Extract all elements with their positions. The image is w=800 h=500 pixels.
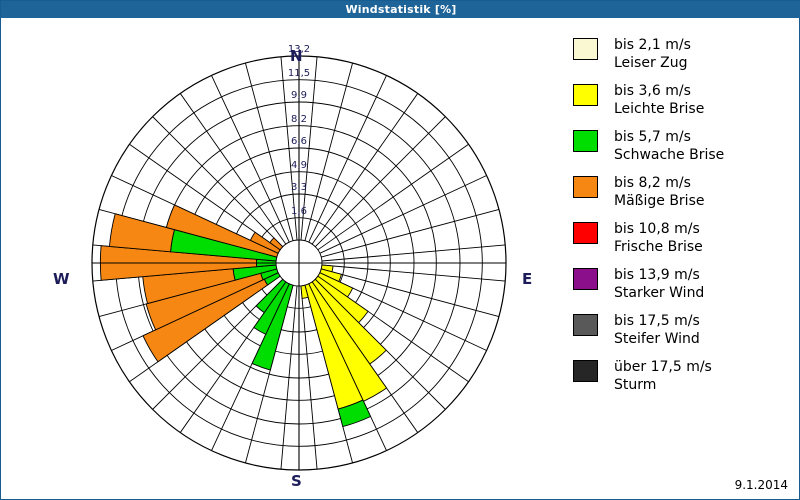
grid-spoke [321,208,500,258]
wind-petal-segment [249,231,281,254]
legend-color-swatch [573,222,598,244]
legend-item[interactable]: bis 2,1 m/s Leiser Zug [573,36,798,74]
grid-spoke [300,285,318,470]
legend-beaufort-name: Leiser Zug [614,55,688,71]
grid-spoke [308,75,387,243]
grid-spoke [280,285,298,470]
grid-spoke [321,264,506,282]
window-content: N S E W 1,6 3,3 4,9 6,6 8,2 9,9 11,5 13,2 bis 2… [3,20,798,498]
legend-item[interactable]: bis 10,8 m/s Frische Brise [573,220,798,258]
grid-spoke [321,268,500,318]
grid-spoke [314,116,446,248]
grid-spoke [211,75,290,243]
polar-grid-overlay [92,56,506,470]
legend-beaufort-name: Leichte Brise [614,101,705,117]
radial-tick-label: 4,9 [291,159,307,171]
window-title: Windstatistik [%] [345,3,457,16]
legend-speed-range: bis 13,9 m/s [614,267,700,283]
legend-item[interactable]: bis 13,9 m/s Starker Wind [573,266,798,304]
legend-label: bis 3,6 m/s Leichte Brise [614,82,704,118]
grid-spoke [317,143,469,251]
legend-color-swatch [573,38,598,60]
grid-spoke [152,116,284,248]
compass-label-west: W [53,270,70,288]
legend-beaufort-name: Sturm [614,377,657,393]
wind-petal-segment [255,278,287,314]
radial-tick-label: 8,2 [291,113,307,125]
grid-spoke [179,93,287,245]
grid-spoke [321,244,506,262]
legend-speed-range: über 17,5 m/s [614,359,712,375]
legend-item[interactable]: bis 17,5 m/s Steifer Wind [573,312,798,350]
legend-item[interactable]: bis 5,7 m/s Schwache Brise [573,128,798,166]
wind-petal-segment [145,272,264,331]
legend-label: bis 8,2 m/s Mäßige Brise [614,174,704,210]
grid-spoke [300,56,318,241]
compass-label-south: S [291,472,302,490]
radial-tick-label: 11,5 [287,67,311,79]
legend-color-swatch [573,360,598,382]
grid-spoke [244,62,294,241]
compass-label-north: N [290,47,303,65]
footer-date: 9.1.2014 [734,478,788,492]
legend-color-swatch [573,84,598,106]
legend-speed-range: bis 3,6 m/s [614,83,691,99]
radial-tick-label: 1,6 [291,205,307,217]
legend-color-swatch [573,268,598,290]
legend-speed-range: bis 17,5 m/s [614,313,700,329]
legend-speed-range: bis 5,7 m/s [614,129,691,145]
grid-spoke [319,175,487,254]
radial-tick-label: 9,9 [291,90,307,101]
legend-label: bis 13,9 m/s Starker Wind [614,266,704,302]
wind-petal-segment [300,284,309,299]
legend-speed-range: bis 10,8 m/s [614,221,700,237]
legend-color-swatch [573,176,598,198]
legend-beaufort-name: Frische Brise [614,239,703,255]
compass-label-east: E [522,270,533,288]
legend-color-swatch [573,314,598,336]
legend: bis 2,1 m/s Leiser Zug bis 3,6 m/s Leichte … [573,36,798,404]
wind-petal-segment [337,399,372,428]
wind-petal-segment [108,213,176,253]
legend-label: bis 5,7 m/s Schwache Brise [614,128,724,164]
legend-label: bis 2,1 m/s Leiser Zug [614,36,691,72]
legend-beaufort-name: Steifer Wind [614,331,700,347]
legend-label: bis 10,8 m/s Frische Brise [614,220,703,256]
grid-spoke [304,62,354,241]
legend-label: bis 17,5 m/s Steifer Wind [614,312,700,348]
legend-color-swatch [573,130,598,152]
wind-petal-segment [142,278,269,363]
grid-spoke [280,56,298,241]
wind-rose-svg [91,55,507,471]
legend-beaufort-name: Mäßige Brise [614,193,705,209]
wind-petal-segment [165,204,279,258]
legend-speed-range: bis 8,2 m/s [614,175,691,191]
radial-tick-label: 6,6 [291,136,307,147]
wind-rose-chart: N S E W 1,6 3,3 4,9 6,6 8,2 9,9 11,5 13,2 [3,20,563,498]
legend-item[interactable]: über 17,5 m/s Sturm [573,358,798,396]
legend-beaufort-name: Schwache Brise [614,147,725,163]
window-title-bar: Windstatistik [%] [1,1,800,18]
grid-spoke [311,93,419,245]
radial-tick-label: 13,2 [287,44,311,55]
legend-beaufort-name: Starker Wind [614,285,705,301]
radial-tick-label: 3,3 [291,182,307,193]
legend-item[interactable]: bis 3,6 m/s Leichte Brise [573,82,798,120]
wind-petals [99,204,388,428]
wind-petal-segment [251,283,294,371]
wind-petal-segment [253,281,290,335]
legend-speed-range: bis 2,1 m/s [614,37,691,53]
wind-petal-segment [269,237,284,251]
legend-item[interactable]: bis 8,2 m/s Mäßige Brise [573,174,798,212]
legend-label: über 17,5 m/s Sturm [614,358,712,394]
